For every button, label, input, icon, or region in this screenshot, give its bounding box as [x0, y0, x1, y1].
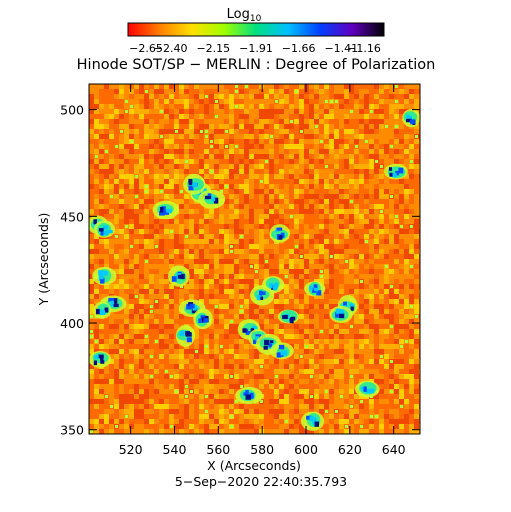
colorbar-tick-label: −1.91 — [239, 42, 273, 55]
x-axis-label: X (Arcseconds) — [207, 458, 301, 473]
colorbar-tick-label: −1.41 — [324, 42, 358, 55]
x-tick-label: 560 — [206, 442, 230, 457]
x-tick-label: 620 — [338, 442, 362, 457]
colorbar-tick-label: −1.16 — [347, 42, 381, 55]
x-tick-label: 600 — [294, 442, 318, 457]
timestamp: 5−Sep−2020 22:40:35.793 — [175, 474, 347, 489]
colorbar — [127, 22, 385, 37]
colorbar-tick-label: −2.40 — [154, 42, 188, 55]
colorbar-label: Log10 — [227, 7, 262, 24]
y-axis-label: Y (Arcseconds) — [36, 213, 51, 307]
plot-title: Hinode SOT/SP − MERLIN : Degree of Polar… — [77, 57, 436, 73]
y-tick-label: 500 — [60, 103, 84, 118]
plot-frame — [88, 83, 421, 435]
x-tick-label: 520 — [119, 442, 143, 457]
y-tick-label: 450 — [60, 209, 84, 224]
x-tick-label: 640 — [382, 442, 406, 457]
colorbar-ticks: −2.65−2.40 −2.15 −1.91 −1.66 −1.41−1.16 — [129, 42, 381, 55]
x-tick-label: 540 — [163, 442, 187, 457]
polarization-map — [89, 84, 420, 434]
y-tick-label: 350 — [60, 423, 84, 438]
y-tick-label: 400 — [60, 316, 84, 331]
colorbar-tick-label: −1.66 — [282, 42, 316, 55]
x-tick-label: 580 — [250, 442, 274, 457]
colorbar-tick-label: −2.15 — [196, 42, 230, 55]
x-axis-ticks: 520 540 560 580 600 620 640 — [119, 84, 406, 457]
y-axis-ticks: 500 450 400 350 — [60, 103, 420, 438]
colorbar-tick-label: −2.65 — [129, 42, 163, 55]
